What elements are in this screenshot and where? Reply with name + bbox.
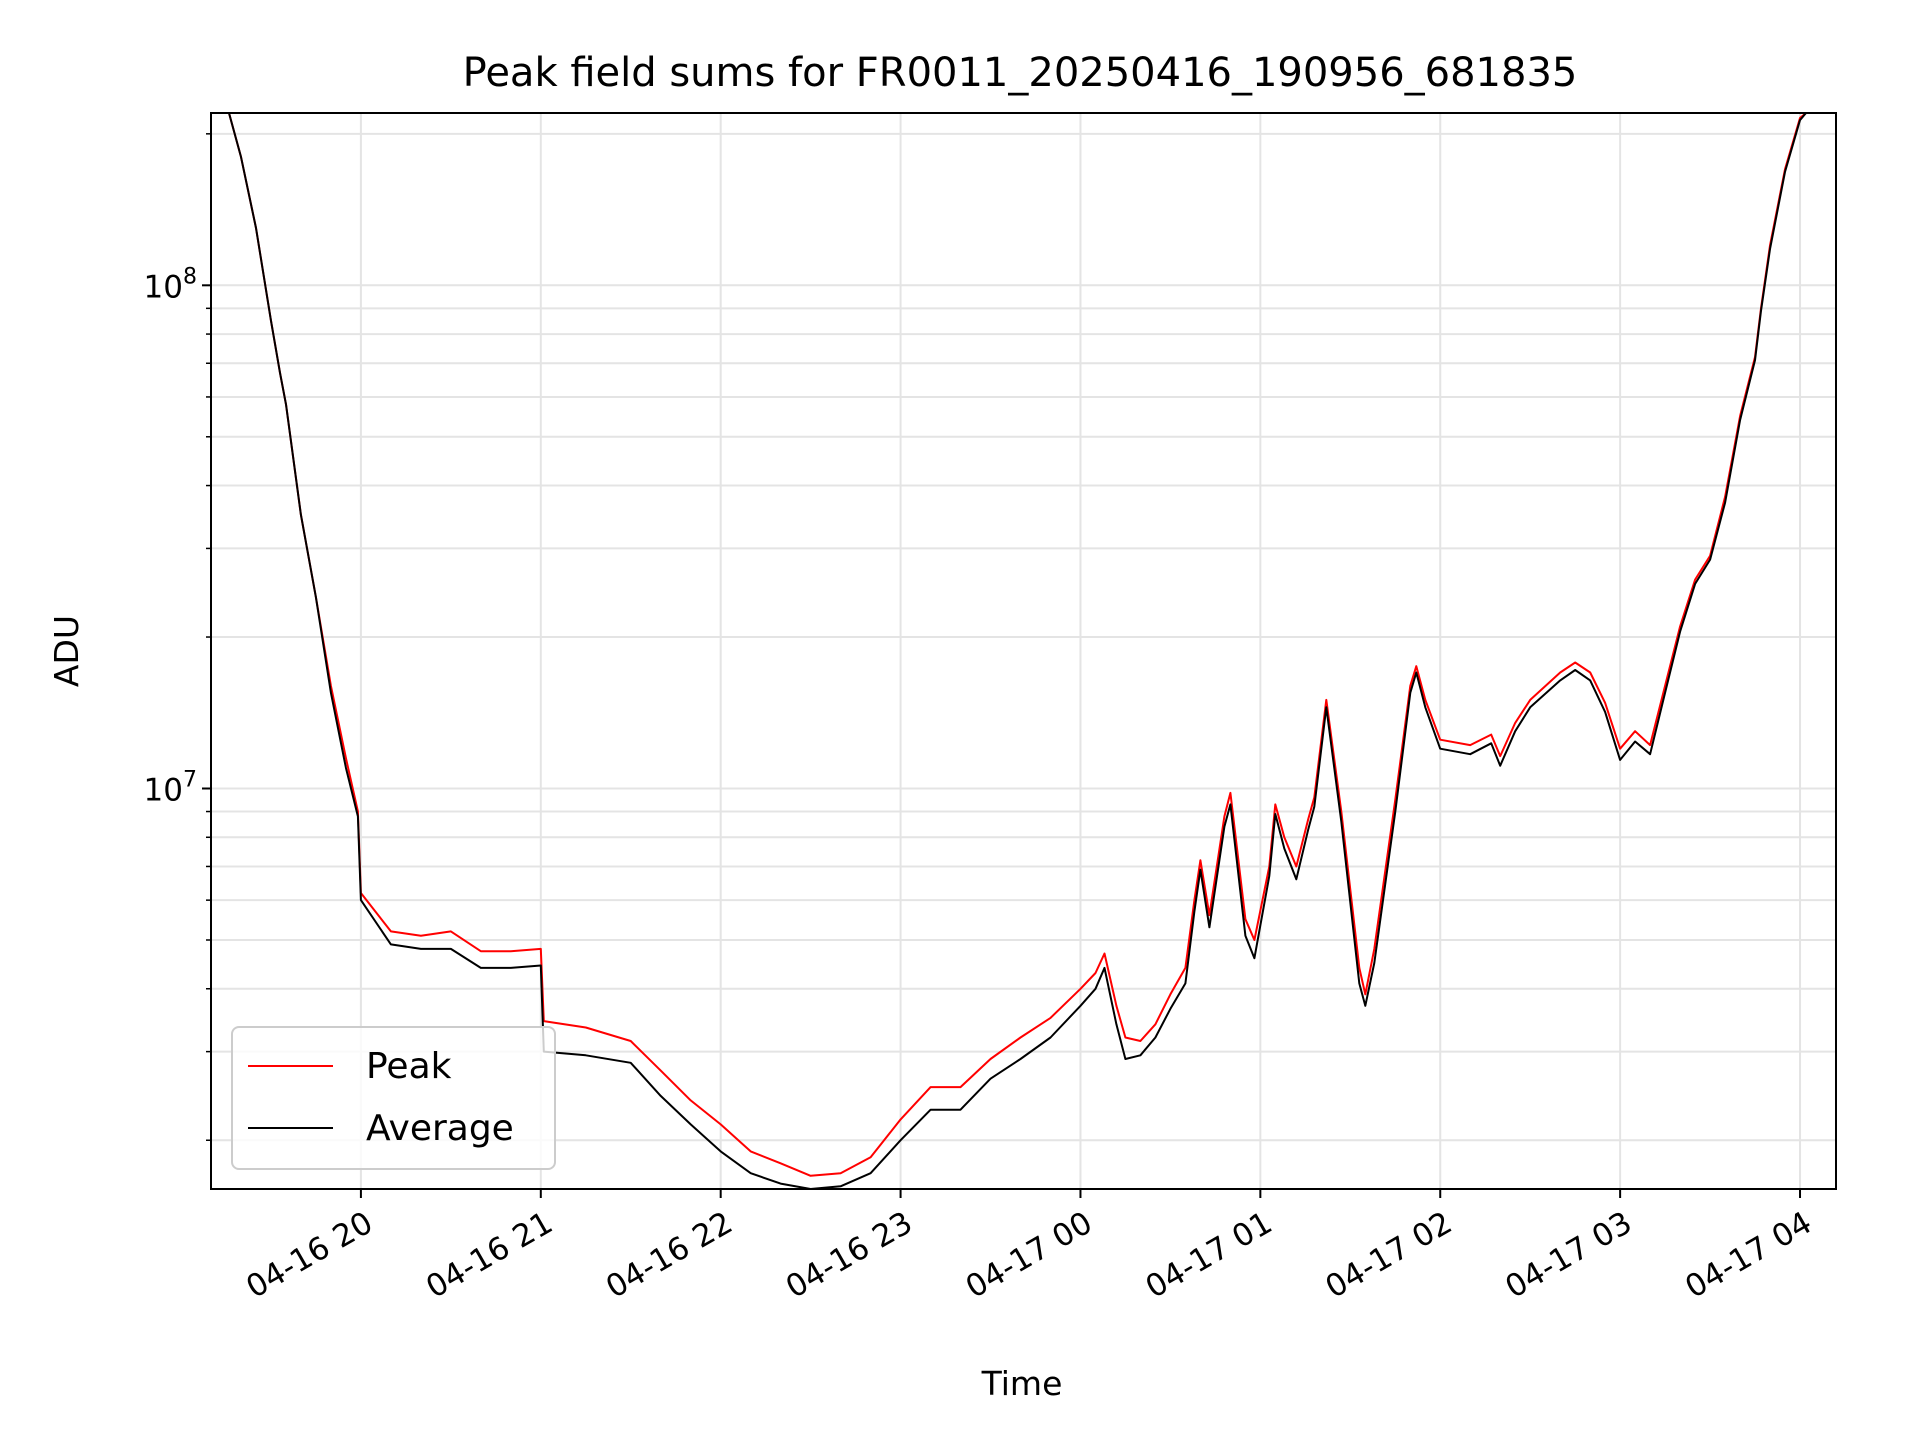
grid (211, 113, 1836, 1189)
series-line-peak (228, 113, 1807, 1177)
y-tick-label-exponent: 8 (183, 264, 197, 289)
y-tick-label: 108 (144, 264, 197, 305)
legend-box (231, 1026, 556, 1170)
y-tick-label-base: 10 (144, 269, 183, 305)
series-layer (228, 113, 1807, 1189)
plot-frame (210, 112, 1837, 1190)
x-axis-label: Time (981, 1364, 1063, 1403)
y-tick-label: 107 (144, 768, 197, 809)
legend: Peak Average (231, 1026, 556, 1170)
series-line-average (228, 113, 1807, 1189)
legend-label-peak: Peak (366, 1046, 452, 1087)
y-axis-label: ADU (47, 615, 86, 687)
y-tick-label-base: 10 (144, 773, 183, 809)
y-tick-label-exponent: 7 (183, 768, 197, 793)
chart-title: Peak field sums for FR0011_20250416_1909… (463, 50, 1578, 96)
legend-label-average: Average (366, 1108, 514, 1149)
